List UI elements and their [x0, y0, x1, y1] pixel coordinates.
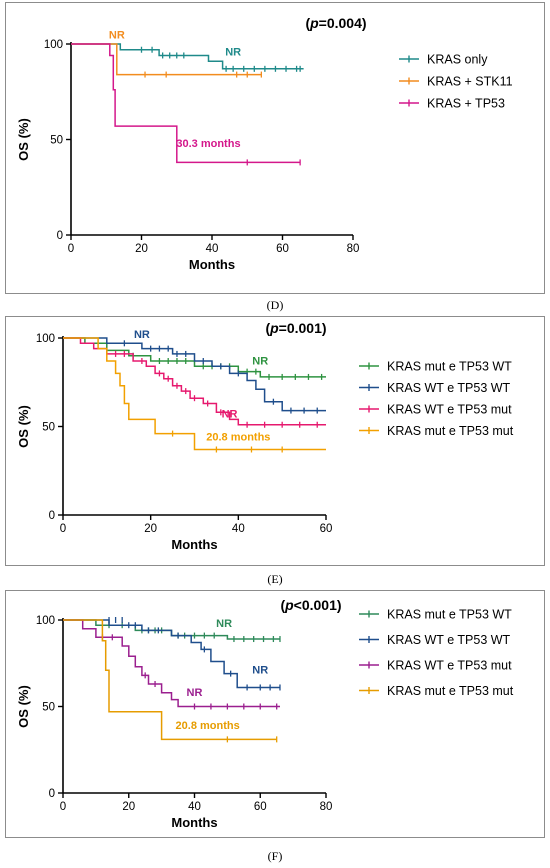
legend-label: KRAS WT e TP53 mut	[387, 659, 512, 673]
caption-f: (F)	[267, 849, 283, 863]
x-axis-label: Months	[171, 815, 217, 830]
legend-label: KRAS only	[427, 53, 488, 67]
legend-label: KRAS mut e TP53 WT	[387, 360, 512, 374]
y-tick-label: 100	[36, 333, 55, 345]
median-annotation: 20.8 months	[206, 432, 270, 444]
x-tick-label: 20	[144, 523, 157, 535]
legend-label: KRAS WT e TP53 mut	[387, 403, 512, 417]
p-value-title: (p=0.004)	[305, 15, 366, 31]
median-annotation: NR	[216, 618, 232, 630]
p-value-letter: p	[309, 15, 319, 31]
series-line-3	[71, 43, 301, 164]
legend-label: KRAS + STK11	[427, 75, 513, 89]
x-tick-label: 40	[232, 523, 245, 535]
median-annotation: NR	[222, 409, 238, 421]
series-line-4	[63, 337, 326, 451]
series-line-1	[71, 43, 304, 70]
p-value-rest: =0.001)	[279, 320, 327, 336]
km-chart-d: 0 20 40 60 80 0 50 100 Months OS (%) (p=0.004) KRAS…	[16, 15, 513, 272]
p-value-letter: p	[269, 320, 279, 336]
y-tick-label: 100	[36, 615, 55, 627]
x-axis-label: Months	[189, 257, 235, 272]
series-line-2	[63, 619, 280, 689]
legend-label: KRAS mut e TP53 mut	[387, 684, 514, 698]
median-annotation: 30.3 months	[176, 138, 240, 150]
x-tick-label: 20	[122, 801, 135, 813]
panel-e: 0 20 40 60 0 50 100 Months OS (%) (p=0.001) KRAS m…	[5, 316, 545, 566]
x-tick-label: 80	[320, 801, 333, 813]
x-axis-label: Months	[171, 537, 217, 552]
series-line-3	[63, 619, 280, 708]
p-value-open: (	[305, 15, 310, 31]
y-tick-label: 0	[49, 510, 55, 522]
caption-e: (E)	[267, 572, 283, 586]
km-chart-f: 0 20 40 60 80 0 50 100 Months OS (%) (p<0.001) KRAS…	[16, 597, 514, 830]
panel-f: 0 20 40 60 80 0 50 100 Months OS (%) (p<0.001) KRAS…	[5, 590, 545, 838]
x-tick-label: 60	[320, 523, 333, 535]
median-annotation: NR	[187, 687, 203, 699]
y-axis-label: OS (%)	[16, 118, 31, 161]
x-tick-label: 0	[60, 523, 66, 535]
x-tick-label: 0	[60, 801, 66, 813]
legend-label: KRAS WT e TP53 WT	[387, 633, 511, 647]
median-annotation: 20.8 months	[176, 720, 240, 732]
median-annotation: NR	[225, 46, 241, 58]
x-tick-label: 40	[188, 801, 201, 813]
legend-label: KRAS + TP53	[427, 97, 505, 111]
median-annotation: NR	[109, 29, 125, 41]
p-value-open: (	[265, 320, 270, 336]
y-tick-label: 50	[50, 135, 63, 147]
series-line-4	[63, 619, 277, 741]
x-tick-label: 60	[254, 801, 267, 813]
y-axis-label: OS (%)	[16, 405, 31, 448]
series-line-1	[63, 337, 326, 378]
p-value-rest: <0.001)	[294, 597, 342, 613]
y-tick-label: 100	[44, 39, 63, 51]
median-annotation: NR	[134, 329, 150, 341]
legend-label: KRAS WT e TP53 WT	[387, 381, 511, 395]
p-value-letter: p	[284, 597, 294, 613]
p-value-title: (p<0.001)	[280, 597, 341, 613]
x-tick-label: 20	[135, 243, 148, 255]
y-tick-label: 0	[57, 230, 63, 242]
legend-label: KRAS mut e TP53 WT	[387, 608, 512, 622]
legend-label: KRAS mut e TP53 mut	[387, 424, 514, 438]
y-axis-label: OS (%)	[16, 685, 31, 728]
p-value-title: (p=0.001)	[265, 320, 326, 336]
panel-d: 0 20 40 60 80 0 50 100 Months OS (%) (p=0.004) KRAS…	[5, 2, 545, 294]
median-annotation: NR	[252, 356, 268, 368]
x-tick-label: 80	[347, 243, 360, 255]
x-tick-label: 40	[206, 243, 219, 255]
caption-d: (D)	[266, 298, 284, 312]
y-tick-label: 50	[42, 422, 55, 434]
y-tick-label: 50	[42, 702, 55, 714]
x-tick-label: 0	[68, 243, 74, 255]
x-tick-label: 60	[276, 243, 289, 255]
p-value-open: (	[280, 597, 285, 613]
km-chart-e: 0 20 40 60 0 50 100 Months OS (%) (p=0.001) KRAS m…	[16, 320, 514, 552]
y-tick-label: 0	[49, 788, 55, 800]
series-line-3	[63, 337, 326, 426]
median-annotation: NR	[252, 665, 268, 677]
p-value-rest: =0.004)	[319, 15, 367, 31]
